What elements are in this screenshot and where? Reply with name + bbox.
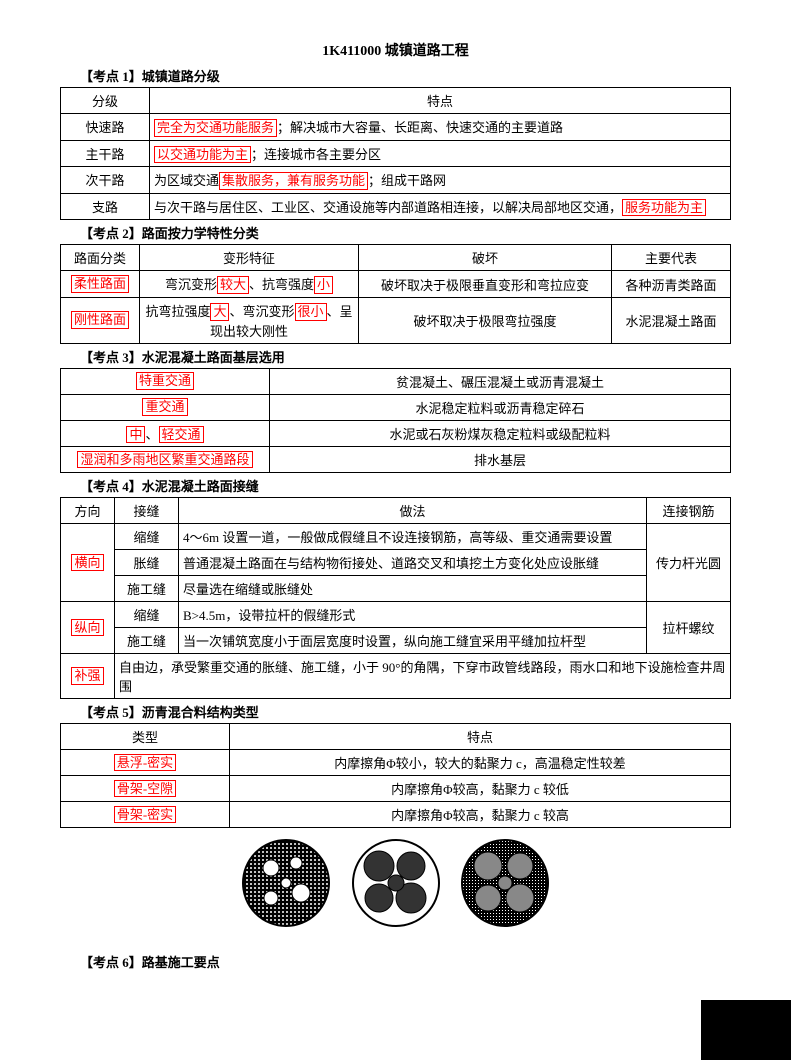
table-row: 快速路完全为交通功能服务；解决城市大容量、长距离、快速交通的主要道路 <box>61 114 731 141</box>
table-row: 刚性路面抗弯拉强度大、弯沉变形很小、呈现出较大刚性破坏取决于极限弯拉强度水泥混凝… <box>61 297 731 343</box>
table-row: 骨架-空隙内摩擦角Φ较高，黏聚力 c 较低 <box>61 776 731 802</box>
th: 特点 <box>150 88 731 114</box>
diagram-suspension-dense-icon <box>241 838 331 928</box>
kp6-title: 【考点 6】路基施工要点 <box>80 952 731 971</box>
kp1-table: 分级特点 快速路完全为交通功能服务；解决城市大容量、长距离、快速交通的主要道路 … <box>60 87 731 220</box>
table-row: 纵向缩缝B>4.5m，设带拉杆的假缝形式拉杆螺纹 <box>61 602 731 628</box>
table-row: 重交通水泥稳定粒料或沥青稳定碎石 <box>61 394 731 420</box>
kp5-title: 【考点 5】沥青混合料结构类型 <box>80 702 731 721</box>
diagram-skeleton-dense-icon <box>460 838 550 928</box>
table-row: 主干路以交通功能为主；连接城市各主要分区 <box>61 140 731 167</box>
kp5-table: 类型特点 悬浮-密实内摩擦角Φ较小，较大的黏聚力 c，高温稳定性较差 骨架-空隙… <box>60 723 731 828</box>
table-row: 次干路为区域交通集散服务，兼有服务功能；组成干路网 <box>61 167 731 194</box>
doc-title: 1K411000 城镇道路工程 <box>60 40 731 60</box>
table-row: 胀缝普通混凝土路面在与结构物衔接处、道路交叉和填挖土方变化处应设胀缝 <box>61 550 731 576</box>
table-row: 施工缝当一次铺筑宽度小于面层宽度时设置，纵向施工缝宜采用平缝加拉杆型 <box>61 628 731 654</box>
table-row: 骨架-密实内摩擦角Φ较高，黏聚力 c 较高 <box>61 802 731 828</box>
kp3-table: 特重交通贫混凝土、碾压混凝土或沥青混凝土 重交通水泥稳定粒料或沥青稳定碎石 中、… <box>60 368 731 474</box>
table-row: 湿润和多雨地区繁重交通路段排水基层 <box>61 447 731 473</box>
table-row: 补强自由边，承受繁重交通的胀缝、施工缝，小于 90°的角隅，下穿市政管线路段，雨… <box>61 654 731 699</box>
table-row: 柔性路面弯沉变形较大、抗弯强度小破坏取决于极限垂直变形和弯拉应变各种沥青类路面 <box>61 271 731 298</box>
diagram-skeleton-void-icon <box>351 838 441 928</box>
table-row: 施工缝尽量选在缩缝或胀缝处 <box>61 576 731 602</box>
kp4-title: 【考点 4】水泥混凝土路面接缝 <box>80 476 731 495</box>
table-row: 支路与次干路与居住区、工业区、交通设施等内部道路相连接，以解决局部地区交通，服务… <box>61 193 731 220</box>
black-box <box>701 1000 791 1060</box>
table-row: 中、轻交通水泥或石灰粉煤灰稳定粒料或级配粒料 <box>61 420 731 447</box>
table-row: 悬浮-密实内摩擦角Φ较小，较大的黏聚力 c，高温稳定性较差 <box>61 750 731 776</box>
aggregate-diagrams <box>60 838 731 932</box>
kp3-title: 【考点 3】水泥混凝土路面基层选用 <box>80 347 731 366</box>
kp4-table: 方向接缝做法连接钢筋 横向缩缝4～6m 设置一道，一般做成假缝且不设连接钢筋，高… <box>60 497 731 699</box>
table-row: 特重交通贫混凝土、碾压混凝土或沥青混凝土 <box>61 368 731 394</box>
kp1-title: 【考点 1】城镇道路分级 <box>80 66 731 85</box>
kp2-title: 【考点 2】路面按力学特性分类 <box>80 223 731 242</box>
table-row: 横向缩缝4～6m 设置一道，一般做成假缝且不设连接钢筋，高等级、重交通需要设置传… <box>61 524 731 550</box>
kp2-table: 路面分类变形特征破坏主要代表 柔性路面弯沉变形较大、抗弯强度小破坏取决于极限垂直… <box>60 244 731 343</box>
th: 分级 <box>61 88 150 114</box>
